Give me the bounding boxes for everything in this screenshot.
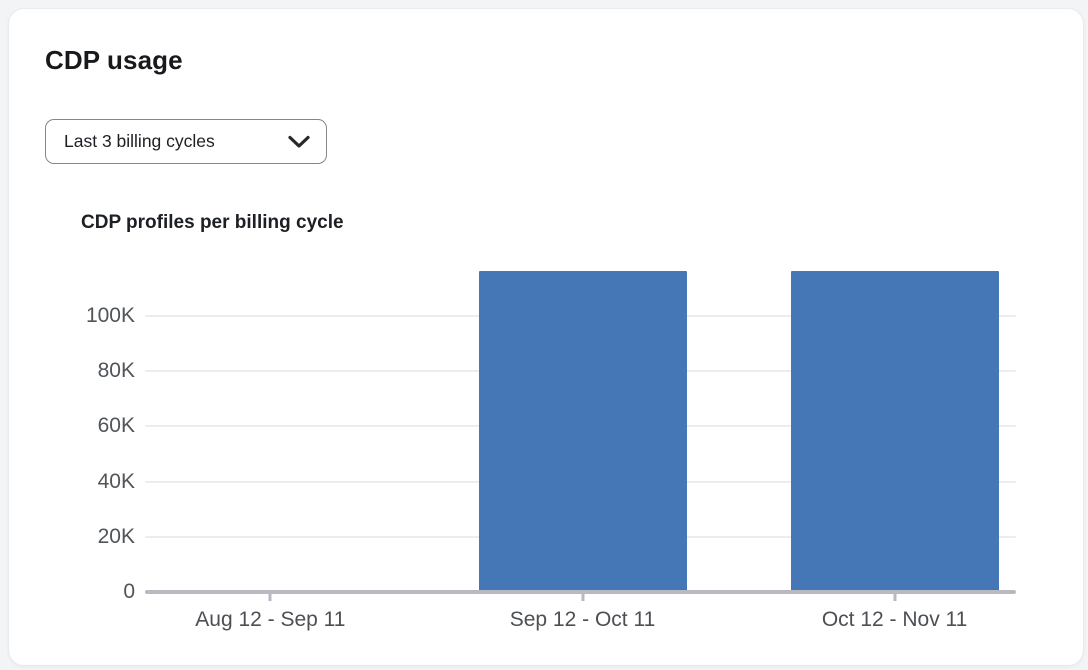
billing-cycle-select[interactable]: Last 3 billing cycles bbox=[45, 119, 327, 164]
x-tick-label: Aug 12 - Sep 11 bbox=[195, 608, 346, 631]
y-tick-label: 80K bbox=[97, 359, 135, 383]
billing-cycle-select-value: Last 3 billing cycles bbox=[64, 131, 215, 151]
y-tick-label: 0 bbox=[123, 580, 135, 603]
y-tick-label: 100K bbox=[85, 303, 135, 327]
chevron-down-icon bbox=[288, 135, 310, 149]
x-axis-tick bbox=[581, 594, 584, 601]
x-axis-tick bbox=[893, 594, 897, 601]
cdp-usage-card: CDP usage Last 3 billing cycles CDP prof… bbox=[8, 8, 1084, 666]
y-tick-label: 40K bbox=[97, 469, 135, 493]
x-tick-label: Sep 12 - Oct 11 bbox=[509, 608, 656, 631]
y-tick-label: 20K bbox=[97, 524, 135, 548]
x-axis-line bbox=[145, 590, 1016, 594]
bar-2 bbox=[478, 270, 687, 591]
bar-chart: 0 20K 40K 60K 80K 100K Aug 12 - Sep 11 Sep 12 … bbox=[45, 264, 1047, 631]
y-tick-label: 60K bbox=[97, 414, 135, 438]
page-title: CDP usage bbox=[45, 45, 183, 75]
x-axis-tick bbox=[268, 594, 272, 601]
chart-title: CDP profiles per billing cycle bbox=[81, 212, 344, 233]
bar-3 bbox=[790, 270, 999, 591]
plot-area bbox=[145, 264, 1016, 592]
x-tick-label: Oct 12 - Nov 11 bbox=[821, 608, 968, 631]
